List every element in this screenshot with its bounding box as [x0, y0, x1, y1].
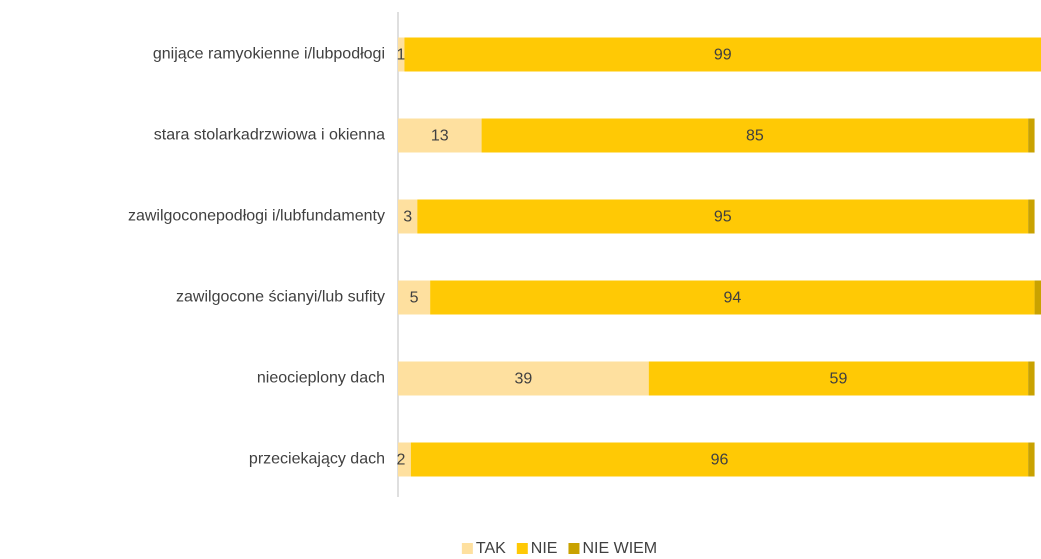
bar-segment — [398, 199, 418, 234]
bar-segment — [398, 280, 431, 315]
legend-swatch — [461, 543, 473, 554]
category-label: stara stolarkadrzwiowa i okienna — [154, 127, 385, 144]
category-label: zawilgoconepodłogi i/lubfundamenty — [128, 208, 385, 225]
data-label: 96 — [711, 452, 729, 469]
category-label: nieocieplony dach — [257, 370, 385, 387]
bar-segment — [1034, 280, 1041, 315]
legend-item: NIE WIEM — [568, 540, 657, 557]
data-label: 59 — [830, 371, 848, 388]
data-label: 95 — [714, 209, 732, 226]
legend-swatch — [568, 543, 580, 554]
bar-segment — [1028, 118, 1035, 153]
data-label: 5 — [410, 290, 419, 307]
bar-segment — [481, 118, 1029, 153]
bar-segment — [430, 280, 1035, 315]
bar-segment — [417, 199, 1029, 234]
legend-item: TAK — [461, 540, 506, 557]
data-label: 13 — [431, 128, 449, 145]
bar-segment — [1028, 442, 1035, 477]
data-label: 39 — [514, 371, 532, 388]
legend-label: NIE WIEM — [582, 540, 657, 557]
bar-segment — [398, 37, 405, 72]
bar-segment — [404, 37, 1041, 72]
legend-label: NIE — [531, 540, 558, 557]
category-label: zawilgocone ścianyi/lub sufity — [176, 289, 385, 306]
category-label: gnijące ramyokienne i/lubpodłogi — [153, 46, 385, 63]
bar-segment — [398, 442, 411, 477]
bar-segment — [410, 442, 1029, 477]
legend-label: TAK — [476, 540, 506, 557]
legend-item: NIE — [516, 540, 558, 557]
bar-segment — [648, 361, 1029, 396]
legend-swatch — [516, 543, 528, 554]
data-label: 99 — [714, 47, 732, 64]
category-label: przeciekający dach — [249, 451, 385, 468]
bar-segment — [398, 118, 482, 153]
data-label: 2 — [397, 452, 406, 469]
bar-segment — [1028, 361, 1035, 396]
data-label: 94 — [723, 290, 741, 307]
data-label: 1 — [397, 47, 406, 64]
data-label: 3 — [403, 209, 412, 226]
bar-segment — [398, 361, 649, 396]
bar-segment — [1028, 199, 1035, 234]
data-label: 85 — [746, 128, 764, 145]
